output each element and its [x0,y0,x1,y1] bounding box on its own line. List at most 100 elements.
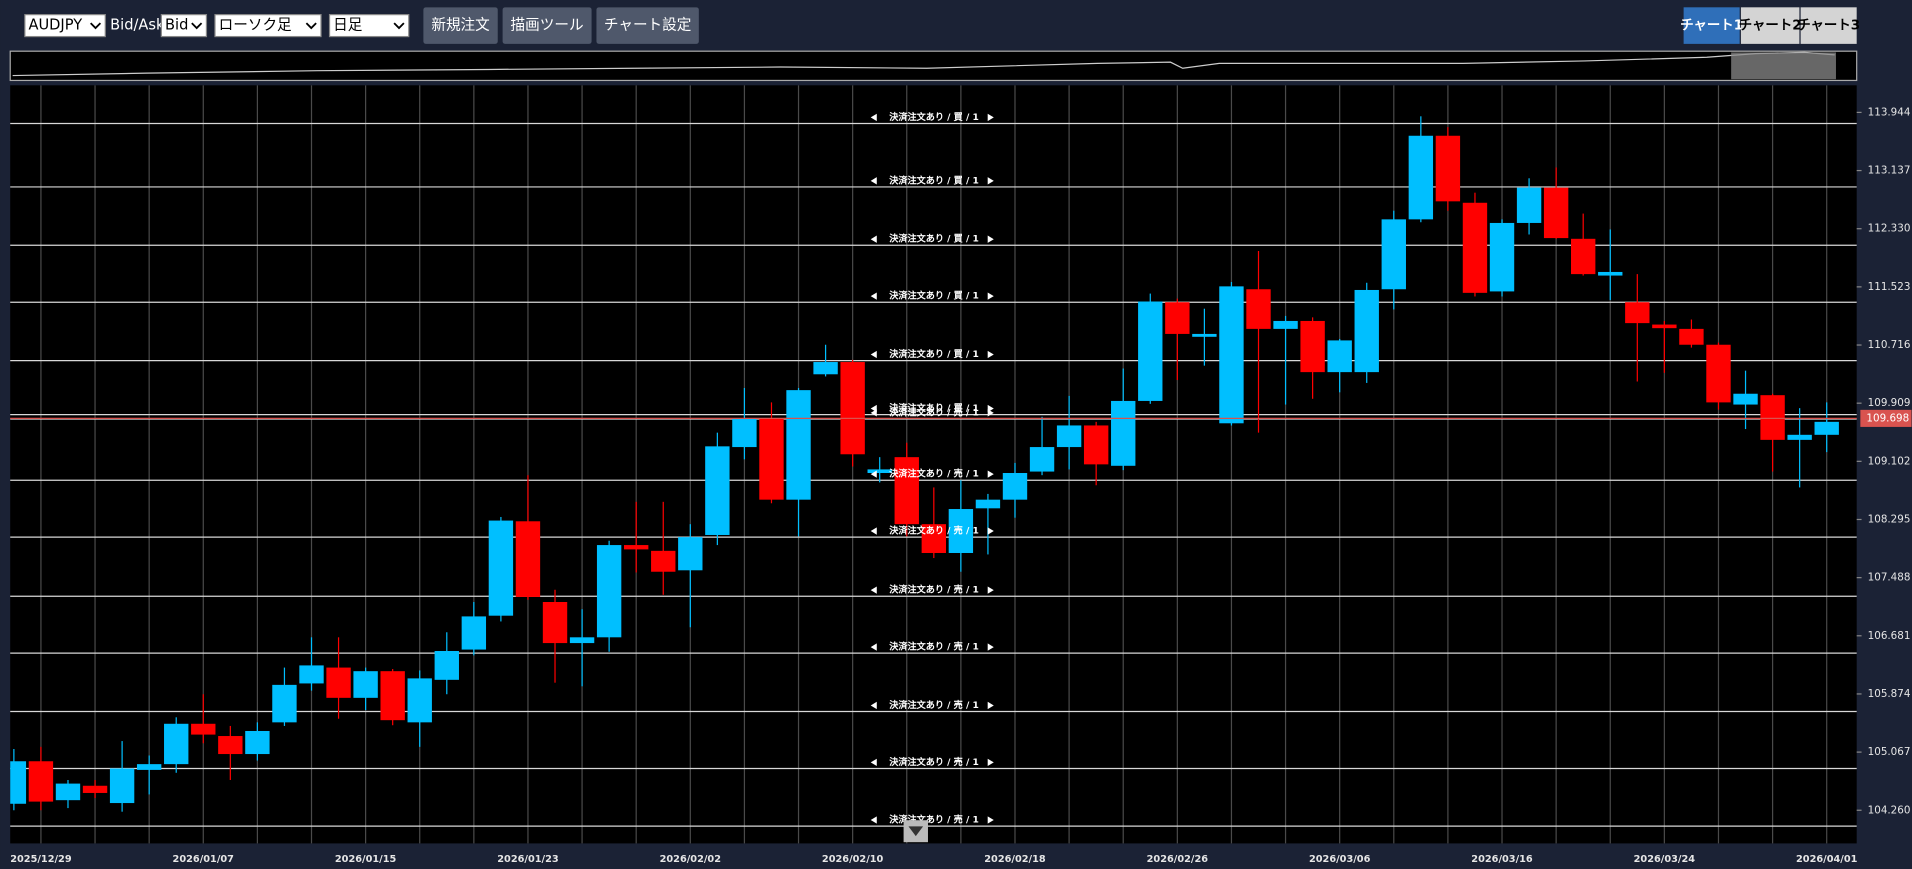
candle-body [1300,320,1325,373]
chart-type-select[interactable] [214,14,322,38]
x-tick-label: 2026/02/18 [984,854,1046,865]
candle-body [1165,302,1190,334]
candle-body [380,671,405,721]
new-order-button[interactable] [423,7,498,44]
candle-body [10,761,27,804]
candle-body [1029,447,1055,472]
order-arrow-left [870,470,877,478]
chart-type-value: ローソク足 [219,17,292,34]
candle-body [1273,320,1298,329]
symbol-select[interactable] [24,14,106,38]
order-arrow-left [870,235,877,243]
candle-body [1543,187,1569,239]
bid-ask-select[interactable] [160,14,208,38]
candle-body [759,418,784,500]
candle-body [407,678,432,723]
chart-tab-active[interactable] [1683,7,1740,44]
drawing-tool-button[interactable] [502,7,592,44]
candle-body [1706,344,1731,403]
order-arrow-right [987,470,994,478]
candle-body [1083,425,1109,465]
candle-body [813,362,838,375]
candle-body [1625,302,1650,324]
order-arrow-left [870,527,877,535]
order-arrow-right [987,701,994,710]
order-arrow-right [987,409,994,417]
y-tick-label: 112.330 [1868,223,1911,235]
candle-body [1787,434,1812,440]
x-tick-label: 2026/02/26 [1147,854,1209,865]
x-tick-label: 2026/02/02 [660,854,721,865]
candle-body [1381,219,1406,290]
navigator [9,50,1858,82]
chart-tab[interactable] [1800,7,1857,44]
candle-body [678,537,703,571]
candle-body [1435,135,1461,202]
bid-ask-value: Bid [165,17,188,34]
chart-tab[interactable] [1740,7,1800,44]
candle-body [569,637,595,644]
order-label: 決済注文あり / 買 / 1 [889,233,979,245]
candle-body [488,520,514,616]
candle-body [1814,421,1839,435]
tab-label: チャート2 [1739,18,1802,34]
current-price-box [1860,409,1912,427]
candle-body [272,684,297,723]
dropdown-arrow [191,22,203,30]
y-tick-label: 113.137 [1868,165,1911,177]
candle-body [1219,286,1244,424]
candle-body [786,390,811,500]
order-arrow-left [870,113,877,122]
current-price-label: 109.698 [1866,412,1909,424]
period-select[interactable] [328,14,410,38]
candle-body [1111,400,1136,466]
order-arrow-left [870,758,877,767]
y-tick-label: 105.874 [1868,688,1911,700]
candle-body [218,736,243,755]
dropdown-arrow [305,22,317,30]
order-arrow-left [870,292,877,300]
order-label: 決済注文あり / 売 / 1 [889,699,979,711]
candle-body [1462,202,1488,293]
chart-settings-button[interactable] [596,7,699,44]
button-label: 新規注文 [431,17,490,34]
candle-body [55,783,81,801]
candle-body [840,362,865,455]
order-arrow-left [870,350,877,359]
candle-body [1138,301,1163,401]
order-label: 決済注文あり / 買 / 1 [889,348,979,360]
candle-body [353,671,378,698]
order-arrow-left [870,643,877,651]
order-arrow-left [870,816,877,824]
x-tick-label: 2026/01/15 [335,854,397,865]
candle-body [1192,333,1217,337]
order-arrow-right [987,816,994,824]
y-tick-label: 109.102 [1868,455,1911,467]
period-value: 日足 [333,17,363,34]
order-arrow-left [870,177,877,185]
y-tick-label: 105.067 [1868,746,1911,758]
candle-body [1571,238,1596,275]
candle-body [921,524,947,553]
candle-body [1408,135,1434,220]
candle-body [28,761,54,802]
candle-body [975,499,1001,509]
order-label: 決済注文あり / 売 / 1 [889,641,979,653]
candle-body [1733,393,1758,405]
candle-body [191,723,216,735]
bid-ask-label: Bid/Ask [110,17,165,34]
x-tick-label: 2026/02/10 [822,854,884,865]
dropdown-arrow [90,22,102,30]
x-tick-label: 2026/03/06 [1309,854,1371,865]
candle-body [164,723,189,765]
candle-body [1516,187,1542,223]
order-label: 決済注文あり / 売 / 1 [889,814,979,826]
candle-body [705,446,730,535]
navigator-handle[interactable] [1731,52,1836,80]
candle-body [1002,473,1028,500]
order-arrow-right [987,350,994,359]
x-tick-label: 2026/03/24 [1634,854,1696,865]
candle-body [596,545,622,638]
order-label: 決済注文あり / 売 / 1 [889,756,979,768]
